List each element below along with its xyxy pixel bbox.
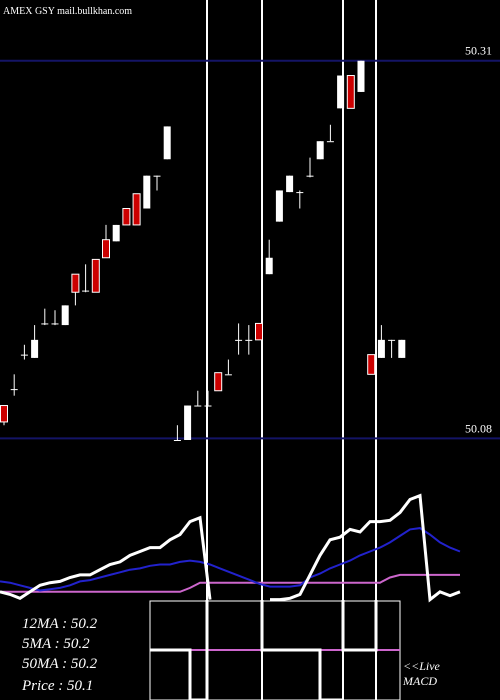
- ma-label: 5MA : 50.2: [22, 636, 90, 652]
- candle-body: [173, 440, 181, 441]
- candle-body: [326, 141, 334, 143]
- candle-body: [388, 339, 396, 341]
- candle-body: [316, 141, 324, 160]
- candle-body: [82, 290, 90, 292]
- macd-line: [341, 600, 378, 652]
- macd-line: [260, 600, 343, 700]
- candle-body: [41, 323, 49, 325]
- candle-body: [0, 405, 8, 423]
- candle-body: [367, 354, 376, 375]
- candle-body: [20, 354, 28, 356]
- chart-title: AMEX GSY mail.bullkhan.com: [3, 6, 132, 17]
- macd-line: [150, 600, 209, 700]
- candle-body: [346, 75, 355, 109]
- candle-body: [143, 175, 151, 209]
- candle-body: [122, 208, 131, 226]
- candle-body: [306, 175, 314, 177]
- macd-label: MACD: [402, 674, 437, 688]
- candle-body: [184, 405, 192, 440]
- candle-body: [265, 257, 273, 275]
- candle-body: [112, 224, 120, 242]
- candle-body: [296, 192, 304, 194]
- candle-body: [153, 175, 161, 177]
- candle-body: [255, 322, 263, 341]
- y-tick-label: 50.08: [465, 421, 492, 435]
- candle-body: [132, 193, 141, 226]
- indicator-line: [0, 527, 461, 592]
- candle-body: [102, 239, 110, 259]
- candle-body: [224, 374, 232, 376]
- macd-label: <<Live: [403, 659, 441, 673]
- ma-label: 12MA : 50.2: [22, 616, 98, 632]
- candle-body: [235, 339, 243, 341]
- candle-body: [10, 389, 18, 391]
- candle-body: [286, 175, 294, 193]
- candle-body: [377, 339, 385, 358]
- macd-panel: [149, 600, 401, 700]
- candle-body: [398, 339, 406, 358]
- candle-body: [194, 405, 202, 407]
- ma-label: 50MA : 50.2: [22, 656, 98, 672]
- indicator-line: [0, 493, 461, 603]
- candle-body: [91, 258, 100, 293]
- candle-body: [204, 405, 212, 407]
- price-label: Price : 50.1: [21, 678, 93, 694]
- candle-body: [71, 273, 80, 293]
- candle-body: [337, 75, 345, 109]
- y-tick-label: 50.31: [465, 44, 492, 58]
- candle-body: [245, 339, 253, 341]
- candle-body: [61, 305, 69, 326]
- candle-body: [275, 190, 283, 222]
- candle-body: [163, 126, 171, 160]
- candle-body: [51, 323, 59, 325]
- candle-body: [31, 339, 39, 358]
- candle-body: [214, 372, 223, 392]
- candle-body: [357, 60, 365, 92]
- indicator-line: [0, 573, 460, 593]
